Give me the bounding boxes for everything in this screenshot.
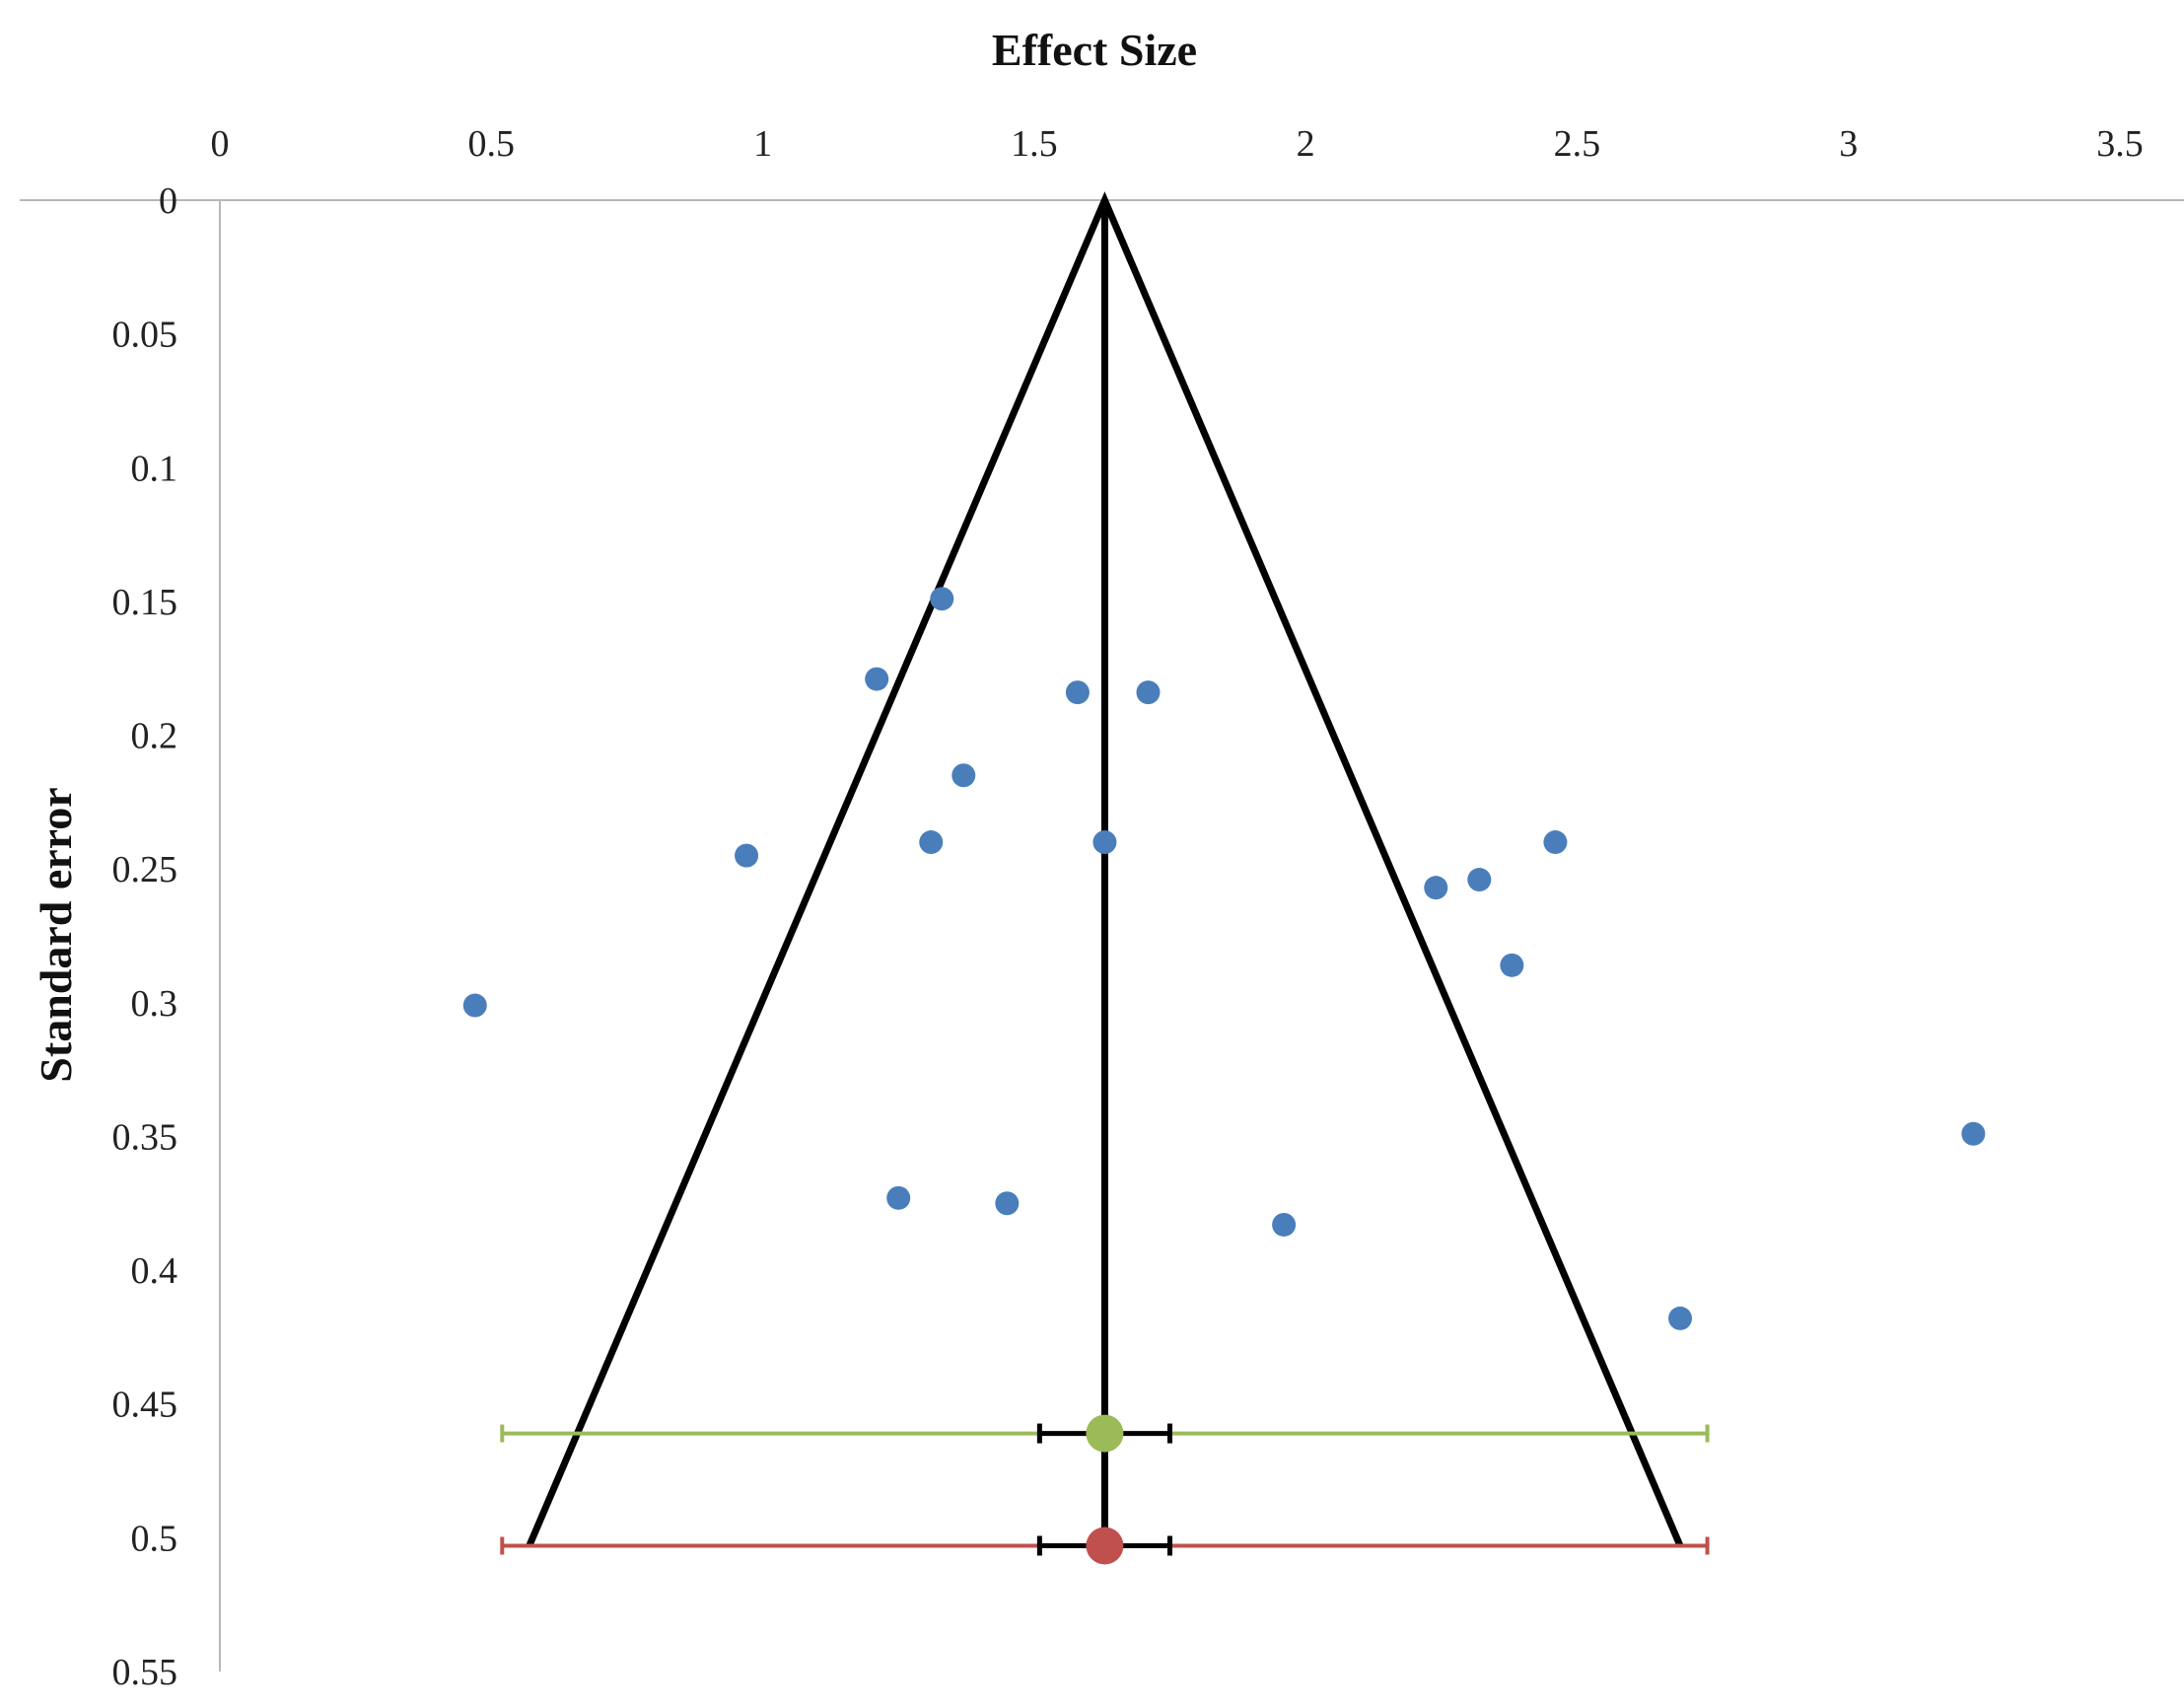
study-point bbox=[1424, 876, 1448, 900]
y-tick-label: 0 bbox=[159, 180, 177, 222]
x-tick-label: 3 bbox=[1839, 123, 1858, 165]
study-point bbox=[462, 993, 487, 1018]
study-point bbox=[1065, 680, 1090, 705]
study-point bbox=[1500, 953, 1524, 977]
x-tick-label: 0.5 bbox=[468, 123, 516, 165]
x-tick-label: 2.5 bbox=[1554, 123, 1601, 165]
study-points bbox=[462, 587, 1986, 1330]
y-tick-label: 0.55 bbox=[112, 1652, 178, 1693]
study-point bbox=[886, 1185, 911, 1210]
x-tick-label: 1 bbox=[753, 123, 772, 165]
study-point bbox=[951, 763, 976, 788]
x-axis-title: Effect Size bbox=[992, 25, 1197, 75]
y-tick-label: 0.25 bbox=[112, 849, 178, 890]
study-point bbox=[1136, 680, 1161, 705]
x-tick-label: 2 bbox=[1297, 123, 1315, 165]
y-tick-label: 0.15 bbox=[112, 582, 178, 623]
study-point bbox=[1543, 830, 1568, 855]
y-tick-label: 0.2 bbox=[131, 716, 178, 757]
study-point bbox=[1961, 1121, 1986, 1146]
x-tick-label: 1.5 bbox=[1011, 123, 1058, 165]
y-tick-label: 0.45 bbox=[112, 1385, 178, 1426]
y-axis-title: Standard error bbox=[31, 787, 81, 1082]
summary-estimates bbox=[500, 1414, 1710, 1565]
tick-labels: 0 0.5 1 1.5 2 2.5 3 3.5 0 0.05 0.1 0.15 0.2 0.25 0.3 0.… bbox=[112, 123, 2144, 1693]
y-tick-label: 0.05 bbox=[112, 315, 178, 356]
y-tick-label: 0.1 bbox=[131, 448, 178, 489]
study-point bbox=[1467, 868, 1492, 892]
study-point bbox=[930, 587, 954, 611]
y-tick-label: 0.35 bbox=[112, 1116, 178, 1158]
study-point bbox=[865, 667, 889, 691]
study-point bbox=[1668, 1306, 1693, 1330]
y-tick-label: 0.4 bbox=[131, 1250, 178, 1292]
summary-estimate-marker bbox=[1086, 1414, 1124, 1453]
study-point bbox=[995, 1191, 1020, 1216]
study-point bbox=[1272, 1212, 1297, 1237]
y-tick-label: 0.5 bbox=[131, 1518, 178, 1559]
x-tick-label: 0 bbox=[211, 123, 230, 165]
summary-estimate-marker bbox=[1086, 1527, 1124, 1565]
x-tick-label: 3.5 bbox=[2096, 123, 2144, 165]
study-point bbox=[919, 830, 944, 855]
study-point bbox=[1092, 830, 1117, 855]
funnel-lines bbox=[526, 191, 1684, 1547]
study-point bbox=[735, 843, 759, 868]
y-tick-label: 0.3 bbox=[131, 983, 178, 1025]
